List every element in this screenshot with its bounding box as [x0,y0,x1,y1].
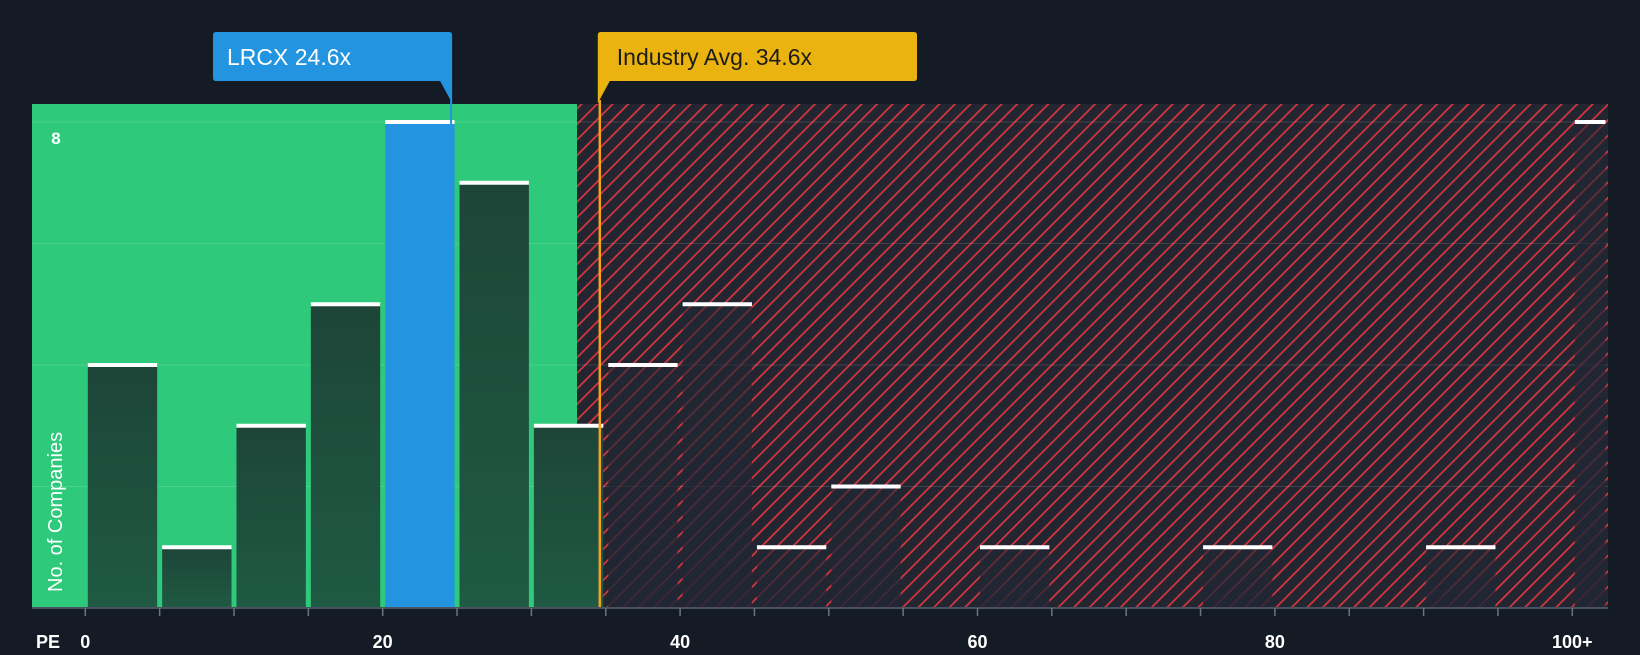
bar-cap [980,545,1050,550]
x-tick-label: 40 [670,632,690,650]
histogram-bar [87,365,158,608]
histogram-bar [236,425,306,608]
bar-cap [385,120,455,124]
industry-callout-box [597,32,917,103]
company-callout-label: LRCX 24.6x [227,44,352,70]
x-tick-label: 100+ [1552,632,1593,650]
industry-callout-label: Industry Avg. 34.6x [617,44,813,70]
histogram-bar [1203,547,1273,608]
bar-cap [310,302,381,307]
histogram-bar [1426,547,1496,608]
y-axis-max-label: 8 [51,129,60,148]
x-tick-label: 80 [1265,632,1285,650]
bar-cap [1203,545,1273,550]
y-axis-title: No. of Companies [45,432,67,592]
x-tick-label: 0 [80,632,90,650]
x-tick-label: 60 [967,632,987,650]
company-callout-box [213,32,453,103]
bar-cap [162,545,232,550]
histogram-bar [533,425,604,608]
histogram-bar [980,547,1050,608]
bar-cap [831,484,901,489]
histogram-bar [682,304,752,608]
bar-cap [236,423,306,428]
bar-cap [533,423,604,428]
histogram-bar [831,486,901,608]
histogram-bar [608,365,678,608]
x-axis-title: PE [36,632,60,650]
histogram-bar [385,122,455,608]
x-tick-label: 20 [373,632,393,650]
histogram-bar [756,547,827,608]
bar-cap [1574,120,1606,124]
bar-cap [682,302,752,307]
histogram-bar [459,182,529,608]
histogram-bar [162,547,232,608]
bar-cap [87,363,158,367]
bar-cap [1426,545,1496,550]
bar-cap [459,180,529,185]
bar-cap [756,545,827,550]
histogram-bar [310,304,381,608]
bar-cap [608,363,678,367]
histogram-bar [1574,122,1606,608]
